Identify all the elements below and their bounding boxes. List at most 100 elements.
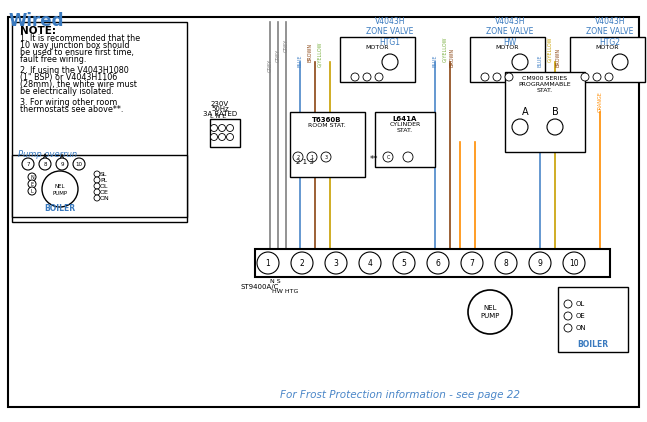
Text: BOILER: BOILER bbox=[577, 340, 609, 349]
Text: 3: 3 bbox=[334, 259, 338, 268]
Bar bbox=[290, 112, 365, 177]
Text: Wired: Wired bbox=[8, 12, 63, 30]
Circle shape bbox=[512, 54, 528, 70]
Text: 8: 8 bbox=[43, 162, 47, 167]
Circle shape bbox=[493, 73, 501, 81]
Text: GREY: GREY bbox=[276, 49, 281, 62]
Circle shape bbox=[351, 73, 359, 81]
Circle shape bbox=[219, 133, 226, 141]
Circle shape bbox=[612, 54, 628, 70]
Text: E: E bbox=[30, 181, 34, 187]
Text: 9: 9 bbox=[60, 162, 64, 167]
Circle shape bbox=[307, 152, 317, 162]
Circle shape bbox=[393, 252, 415, 274]
Circle shape bbox=[383, 152, 393, 162]
Text: BLUE: BLUE bbox=[432, 54, 437, 67]
Bar bbox=[340, 37, 415, 82]
Text: 3: 3 bbox=[324, 154, 327, 160]
Text: BOILER: BOILER bbox=[45, 204, 76, 213]
Circle shape bbox=[363, 73, 371, 81]
Text: V4043H
ZONE VALVE
HW: V4043H ZONE VALVE HW bbox=[487, 17, 534, 47]
Text: 4: 4 bbox=[367, 259, 373, 268]
Text: For Frost Protection information - see page 22: For Frost Protection information - see p… bbox=[280, 390, 520, 400]
Text: PUMP: PUMP bbox=[480, 313, 499, 319]
Text: 2 1 3: 2 1 3 bbox=[296, 159, 314, 165]
Bar bbox=[558, 287, 628, 352]
Circle shape bbox=[593, 73, 601, 81]
Text: NEL: NEL bbox=[55, 184, 65, 189]
Text: L641A: L641A bbox=[393, 116, 417, 122]
Circle shape bbox=[529, 252, 551, 274]
Circle shape bbox=[512, 119, 528, 135]
Text: **: ** bbox=[369, 154, 378, 163]
Bar bbox=[570, 37, 645, 82]
Text: 3A RATED: 3A RATED bbox=[203, 111, 237, 117]
Text: ST9400A/C: ST9400A/C bbox=[241, 284, 280, 290]
Circle shape bbox=[564, 312, 572, 320]
Text: 9: 9 bbox=[538, 259, 542, 268]
Circle shape bbox=[291, 252, 313, 274]
Circle shape bbox=[293, 152, 303, 162]
Circle shape bbox=[94, 177, 100, 183]
Text: OE: OE bbox=[576, 313, 586, 319]
Text: thermostats see above**.: thermostats see above**. bbox=[20, 105, 124, 114]
Text: G/YELLOW: G/YELLOW bbox=[318, 41, 322, 67]
Text: V4043H
ZONE VALVE
HTG1: V4043H ZONE VALVE HTG1 bbox=[366, 17, 413, 47]
Text: GREY: GREY bbox=[283, 39, 289, 52]
Text: BLUE: BLUE bbox=[298, 54, 303, 67]
Circle shape bbox=[564, 300, 572, 308]
Circle shape bbox=[226, 133, 234, 141]
Text: CYLINDER: CYLINDER bbox=[389, 122, 421, 127]
Circle shape bbox=[495, 252, 517, 274]
Bar bbox=[375, 112, 435, 167]
Text: MOTOR: MOTOR bbox=[495, 44, 519, 49]
Circle shape bbox=[39, 158, 51, 170]
Text: GREY: GREY bbox=[267, 59, 272, 72]
Circle shape bbox=[547, 119, 563, 135]
Text: N: N bbox=[30, 175, 34, 179]
Circle shape bbox=[468, 290, 512, 334]
Text: 50Hz: 50Hz bbox=[211, 106, 229, 112]
Circle shape bbox=[56, 158, 68, 170]
Circle shape bbox=[325, 252, 347, 274]
Text: C: C bbox=[386, 154, 389, 160]
Text: OE: OE bbox=[100, 189, 109, 195]
Text: BLUE: BLUE bbox=[538, 54, 542, 67]
Circle shape bbox=[427, 252, 449, 274]
Text: 8: 8 bbox=[503, 259, 509, 268]
Circle shape bbox=[94, 189, 100, 195]
Circle shape bbox=[321, 152, 331, 162]
Text: Pump overrun: Pump overrun bbox=[18, 150, 77, 159]
Text: NEL: NEL bbox=[483, 305, 497, 311]
Circle shape bbox=[94, 195, 100, 201]
Text: NOTE:: NOTE: bbox=[20, 26, 56, 36]
Text: 230V: 230V bbox=[211, 101, 229, 107]
Text: OL: OL bbox=[576, 301, 586, 307]
Text: 5: 5 bbox=[402, 259, 406, 268]
Text: HW HTG: HW HTG bbox=[272, 289, 298, 294]
Text: L N E: L N E bbox=[210, 114, 226, 119]
Text: 3. For wiring other room: 3. For wiring other room bbox=[20, 98, 117, 107]
Text: G/YELLOW: G/YELLOW bbox=[443, 36, 448, 62]
Text: (28mm), the white wire must: (28mm), the white wire must bbox=[20, 80, 137, 89]
Bar bbox=[470, 37, 545, 82]
Text: B: B bbox=[552, 107, 558, 117]
Text: ON: ON bbox=[576, 325, 587, 331]
Text: 2: 2 bbox=[300, 259, 304, 268]
Text: 2. If using the V4043H1080: 2. If using the V4043H1080 bbox=[20, 66, 129, 75]
Circle shape bbox=[219, 124, 226, 132]
Circle shape bbox=[94, 171, 100, 177]
Text: PL: PL bbox=[100, 178, 107, 182]
Text: OL: OL bbox=[100, 184, 109, 189]
Circle shape bbox=[581, 73, 589, 81]
Circle shape bbox=[359, 252, 381, 274]
Text: CM900 SERIES: CM900 SERIES bbox=[522, 76, 567, 81]
Circle shape bbox=[28, 187, 36, 195]
Text: N S: N S bbox=[270, 279, 280, 284]
Circle shape bbox=[210, 133, 217, 141]
Circle shape bbox=[461, 252, 483, 274]
Text: MOTOR: MOTOR bbox=[366, 44, 389, 49]
Text: BROWN: BROWN bbox=[307, 43, 313, 62]
Bar bbox=[210, 119, 240, 147]
Text: V4043H
ZONE VALVE
HTG2: V4043H ZONE VALVE HTG2 bbox=[586, 17, 633, 47]
